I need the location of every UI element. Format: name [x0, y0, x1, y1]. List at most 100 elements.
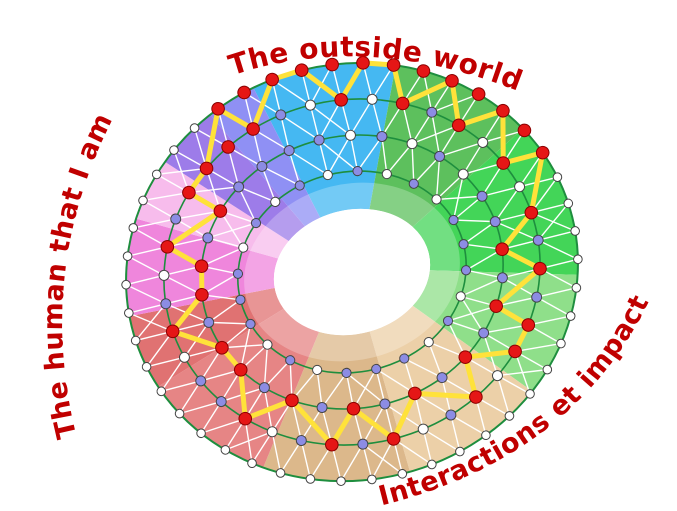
node-white-ring3-16 [262, 339, 273, 350]
sector-pink-light [136, 161, 289, 259]
node-white-ring1-18 [417, 423, 429, 435]
node-red-ring1-36 [246, 122, 260, 136]
wheel-group [121, 56, 583, 486]
node-violet-ring3-5 [448, 214, 459, 226]
node-violet-ring1-4 [426, 106, 438, 118]
node-violet-ring1-22 [295, 435, 307, 447]
node-red-outer-43 [211, 101, 225, 116]
node-white-outer-36 [121, 279, 131, 290]
node-white-outer-19 [504, 411, 515, 421]
node-white-outer-13 [573, 254, 583, 265]
node-red-ring1-33 [182, 185, 196, 200]
node-violet-ring1-25 [215, 396, 227, 408]
node-white-outer-40 [151, 169, 162, 180]
node-white-ring2-5 [457, 168, 469, 180]
node-white-outer-29 [220, 445, 231, 455]
node-violet-ring3-11 [399, 353, 410, 364]
node-red-ring2-18 [285, 393, 299, 408]
node-white-ring1-0 [304, 99, 316, 111]
node-violet-ring2-7 [489, 216, 501, 228]
node-red-outer-45 [265, 72, 279, 87]
node-violet-ring3-9 [442, 315, 454, 327]
node-white-ring3-14 [312, 364, 323, 376]
node-violet-ring2-9 [496, 272, 508, 284]
node-white-ring3-10 [423, 337, 434, 348]
node-white-outer-39 [138, 195, 148, 206]
node-white-ring3-20 [238, 242, 249, 253]
node-red-ring1-28 [165, 324, 180, 339]
node-violet-ring3-18 [235, 294, 246, 305]
node-violet-ring2-17 [316, 402, 328, 414]
node-white-outer-41 [169, 145, 179, 155]
node-violet-ring2-25 [202, 232, 214, 244]
node-red-outer-7 [496, 103, 510, 118]
node-red-ring1-13 [521, 318, 536, 332]
node-white-outer-11 [563, 198, 574, 209]
node-violet-ring1-32 [170, 213, 182, 225]
node-white-ring3-0 [322, 169, 333, 181]
node-red-outer-44 [237, 85, 251, 100]
node-white-ring1-6 [477, 136, 489, 148]
node-violet-ring1-26 [195, 375, 207, 387]
node-violet-ring1-37 [275, 109, 287, 121]
node-red-ring2-26 [213, 204, 228, 218]
node-white-outer-18 [525, 389, 535, 399]
node-white-ring3-2 [381, 168, 392, 180]
node-red-ring2-10 [489, 299, 503, 313]
node-white-outer-17 [542, 364, 553, 375]
node-violet-ring2-28 [256, 160, 268, 172]
node-violet-ring3-12 [371, 363, 382, 375]
node-violet-ring3-3 [408, 178, 419, 189]
node-white-ring3-8 [455, 291, 466, 302]
node-red-outer-0 [294, 63, 309, 77]
node-white-outer-20 [481, 430, 491, 441]
node-red-ring1-9 [524, 205, 539, 220]
node-white-outer-26 [305, 474, 316, 484]
node-violet-ring3-23 [294, 180, 305, 191]
node-red-ring1-3 [395, 96, 410, 111]
node-red-ring1-35 [221, 140, 235, 154]
node-violet-ring3-6 [458, 239, 469, 250]
node-white-outer-37 [122, 251, 133, 261]
node-white-outer-28 [247, 458, 257, 469]
node-white-outer-42 [189, 123, 200, 133]
node-red-outer-1 [325, 57, 339, 72]
node-red-ring2-8 [495, 242, 509, 257]
node-red-ring1-14 [508, 344, 522, 359]
node-red-ring2-12 [458, 350, 473, 364]
node-violet-ring2-6 [476, 190, 488, 202]
sector-salmon [158, 308, 320, 468]
node-red-ring2-20 [233, 363, 248, 377]
node-violet-ring2-0 [313, 134, 325, 146]
node-white-outer-32 [156, 386, 167, 397]
node-white-outer-31 [174, 408, 185, 419]
node-violet-ring1-20 [357, 438, 369, 450]
node-violet-ring2-19 [258, 382, 270, 394]
node-red-ring1-16 [469, 390, 483, 404]
node-red-ring1-31 [160, 240, 175, 254]
label-human-that-i-am: The human that I am [38, 108, 119, 441]
node-white-outer-27 [275, 468, 286, 478]
node-violet-ring1-17 [445, 409, 457, 421]
node-violet-ring2-11 [478, 327, 490, 339]
node-white-outer-35 [124, 308, 134, 318]
node-white-ring3-4 [431, 194, 442, 205]
node-red-outer-2 [356, 56, 370, 70]
node-violet-ring1-10 [532, 234, 544, 246]
node-red-ring2-23 [195, 287, 209, 302]
node-red-ring1-1 [334, 93, 348, 107]
node-white-ring1-15 [491, 370, 503, 382]
node-red-ring2-24 [194, 259, 209, 273]
node-red-ring1-7 [496, 156, 511, 170]
node-white-outer-23 [397, 469, 408, 479]
node-red-outer-4 [416, 64, 431, 78]
node-violet-ring1-29 [160, 298, 172, 310]
node-violet-ring3-17 [245, 318, 256, 330]
node-white-outer-12 [570, 226, 580, 236]
node-red-ring1-19 [386, 432, 401, 446]
node-white-ring2-3 [406, 138, 418, 150]
node-violet-ring2-4 [434, 150, 446, 162]
node-white-ring1-30 [158, 269, 170, 281]
node-white-outer-15 [565, 311, 576, 321]
